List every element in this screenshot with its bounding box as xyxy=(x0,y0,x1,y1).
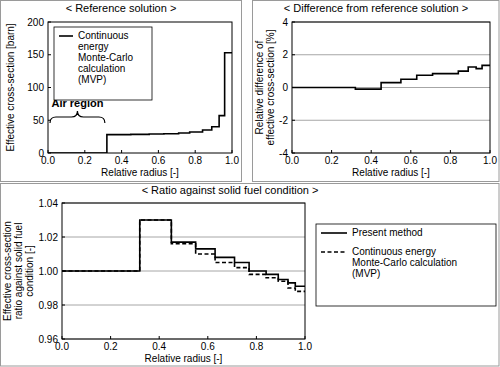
x-tick-label: 1.0 xyxy=(483,155,497,166)
annotation-brace xyxy=(50,111,105,123)
x-tick-label: 0.0 xyxy=(285,155,299,166)
y-tick-label: -2 xyxy=(279,115,288,126)
legend: ContinuousenergyMonte-Carlocalculation(M… xyxy=(54,27,152,100)
y-tick-label: 2 xyxy=(282,49,288,60)
legend-label-line: (MVP) xyxy=(78,74,106,85)
y-axis-label-line: condition [-] xyxy=(24,245,35,297)
y-axis-label-line: Effective cross-section xyxy=(2,221,13,321)
chart-title: < Difference from reference solution > xyxy=(284,2,468,14)
y-axis-label-line: ratio against solid fuel xyxy=(13,223,24,320)
legend-label-line: Monte-Carlo xyxy=(78,52,133,63)
plot-frame xyxy=(292,22,490,153)
x-tick-label: 1.0 xyxy=(225,155,239,166)
series-line xyxy=(62,220,305,286)
x-tick-label: 0.4 xyxy=(364,155,378,166)
chart-panel: < Ratio against solid fuel condition > 0.… xyxy=(1,184,500,367)
x-tick-label: 0.4 xyxy=(115,155,129,166)
legend-label-line: (MVP) xyxy=(352,268,380,279)
y-tick-label: 100 xyxy=(27,82,44,93)
legend-label-line: Continuous xyxy=(78,30,129,41)
legend-box xyxy=(54,27,152,100)
x-tick-label: 1.0 xyxy=(298,341,312,352)
x-tick-label: 0.6 xyxy=(201,341,215,352)
x-axis-label: Relative radius [-] xyxy=(101,167,179,178)
legend-swatch xyxy=(321,251,347,253)
grid-line xyxy=(62,305,305,306)
x-tick-label: 0.6 xyxy=(404,155,418,166)
series-line xyxy=(62,220,305,291)
y-axis-label-line: effective cross-section [%] xyxy=(265,29,276,145)
grid-line xyxy=(292,54,490,55)
legend-label-line: calculation xyxy=(78,63,125,74)
y-axis-label: Effective cross-section [barn] xyxy=(5,23,16,151)
grid-line xyxy=(292,120,490,121)
legend-label-line: energy xyxy=(78,41,109,52)
legend-swatch xyxy=(321,232,347,234)
chart-title: < Ratio against solid fuel condition > xyxy=(142,184,319,196)
y-axis-label-line: Effective cross-section [barn] xyxy=(5,23,16,151)
plot-frame xyxy=(48,22,232,153)
panel-border xyxy=(253,1,500,182)
legend: Present method Continuous energyMonte-Car… xyxy=(316,224,496,306)
legend-label-line: Monte-Carlo calculation xyxy=(352,257,457,268)
data-group xyxy=(292,65,490,89)
chart-panel: < Difference from reference solution >-4… xyxy=(253,1,500,182)
panel-border xyxy=(1,1,242,182)
x-tick-label: 0.8 xyxy=(443,155,457,166)
x-tick-label: 0.0 xyxy=(41,155,55,166)
y-tick-label: 0.98 xyxy=(39,300,59,311)
legend-label: Continuous energyMonte-Carlo calculation… xyxy=(352,246,457,279)
x-axis-label: Relative radius [-] xyxy=(352,167,430,178)
grid-line xyxy=(62,237,305,238)
chart-title: < Reference solution > xyxy=(66,2,177,14)
figure: < Reference solution > 0 50 100 150 200 0.0 0.2… xyxy=(0,0,500,367)
legend-box xyxy=(316,224,496,306)
plot-frame xyxy=(62,203,305,339)
y-axis-label-line: Relative difference of xyxy=(254,40,265,134)
legend-label: ContinuousenergyMonte-Carlocalculation(M… xyxy=(78,30,133,85)
chart-panel: < Reference solution >0501001502000.00.2… xyxy=(1,1,242,182)
x-tick-label: 0.2 xyxy=(104,341,118,352)
x-tick-label: 0.2 xyxy=(325,155,339,166)
y-axis-label: Effective cross-sectionratio against sol… xyxy=(2,221,35,321)
data-group xyxy=(62,220,305,291)
legend-swatch xyxy=(59,35,73,37)
y-tick-label: 1.02 xyxy=(39,232,59,243)
y-tick-label: 1.00 xyxy=(39,266,59,277)
y-axis-label: Relative difference ofeffective cross-se… xyxy=(254,29,276,145)
y-tick-label: 150 xyxy=(27,49,44,60)
y-tick-label: 1.04 xyxy=(39,198,59,209)
x-tick-label: 0.0 xyxy=(55,341,69,352)
y-tick-label: 50 xyxy=(33,115,45,126)
legend-label: Present method xyxy=(352,227,423,238)
x-tick-label: 0.8 xyxy=(188,155,202,166)
x-axis-label: Relative radius [-] xyxy=(145,353,223,364)
y-tick-label: 4 xyxy=(282,17,288,28)
x-tick-label: 0.4 xyxy=(152,341,166,352)
x-tick-label: 0.8 xyxy=(249,341,263,352)
y-tick-label: 200 xyxy=(27,17,44,28)
legend-label-line: Continuous energy xyxy=(352,246,436,257)
x-tick-label: 0.6 xyxy=(151,155,165,166)
panel-border xyxy=(1,184,500,367)
series-line xyxy=(292,65,490,89)
x-tick-label: 0.2 xyxy=(78,155,92,166)
y-tick-label: 0 xyxy=(282,82,288,93)
legend-label-line: Present method xyxy=(352,227,423,238)
